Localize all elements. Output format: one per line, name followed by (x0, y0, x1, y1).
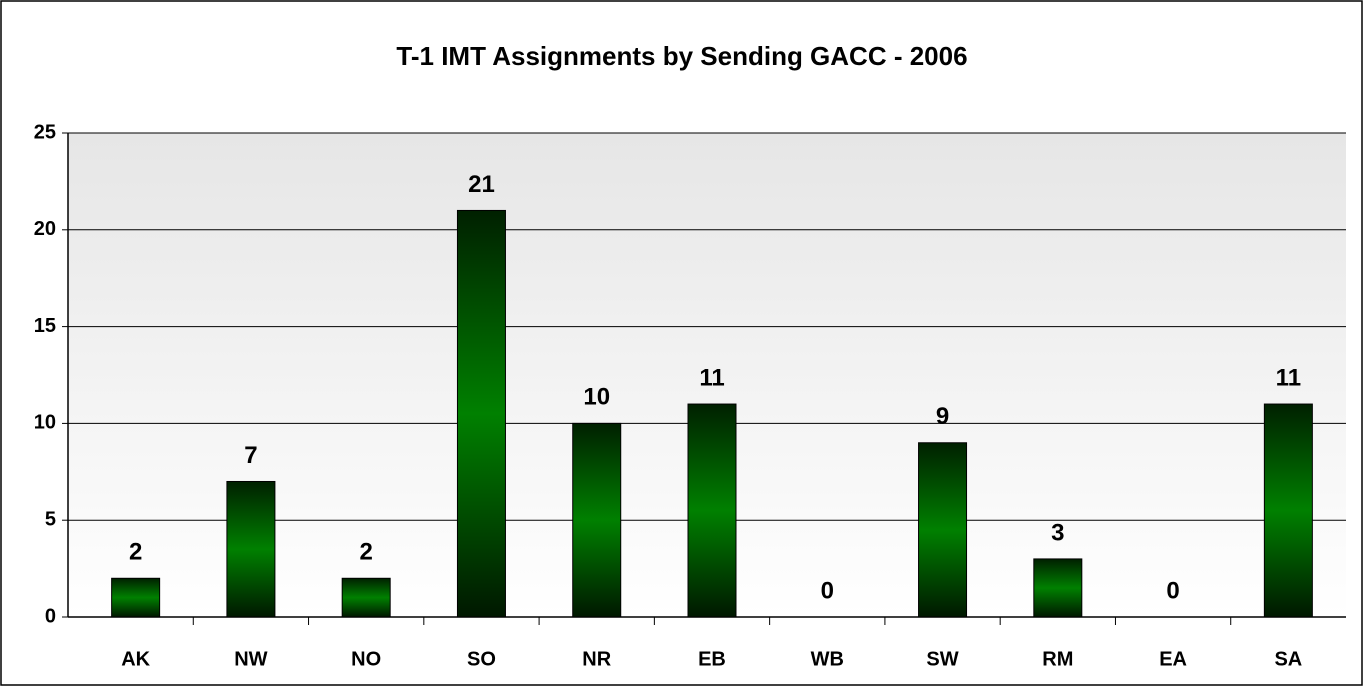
data-label: 11 (699, 364, 724, 391)
data-label: 0 (821, 577, 834, 604)
x-tick-label: NR (582, 648, 611, 670)
y-tick-label: 10 (34, 412, 56, 434)
bar (918, 442, 968, 618)
x-tick-label: RM (1042, 648, 1073, 670)
y-tick-label: 5 (45, 508, 56, 530)
x-tick-label: EB (698, 648, 726, 670)
data-label: 9 (936, 403, 949, 430)
data-label: 21 (468, 171, 495, 198)
y-tick-label: 15 (34, 315, 56, 337)
bar (572, 422, 622, 618)
chart-title: T-1 IMT Assignments by Sending GACC - 20… (396, 41, 967, 71)
y-tick-label: 0 (45, 605, 56, 627)
bar (1033, 558, 1083, 618)
data-label: 11 (1276, 364, 1301, 391)
y-tick-label: 25 (34, 121, 56, 143)
bar (341, 577, 391, 618)
x-tick-label: AK (121, 648, 150, 670)
bar (1263, 403, 1313, 618)
data-label: 3 (1051, 519, 1064, 546)
x-tick-label: WB (811, 648, 844, 670)
data-label: 0 (1166, 577, 1179, 604)
y-tick-label: 20 (34, 218, 56, 240)
data-label: 2 (129, 539, 142, 566)
x-tick-label: SA (1274, 648, 1302, 670)
x-tick-label: EA (1159, 648, 1187, 670)
x-tick-label: NO (351, 648, 381, 670)
data-label: 10 (583, 384, 610, 411)
data-label: 7 (244, 442, 257, 469)
x-tick-label: SW (926, 648, 958, 670)
bar (456, 209, 506, 618)
x-tick-label: SO (467, 648, 496, 670)
x-tick-label: NW (234, 648, 267, 670)
bar (226, 480, 276, 618)
bar (687, 403, 737, 618)
data-label: 2 (360, 539, 373, 566)
bar (111, 577, 161, 618)
